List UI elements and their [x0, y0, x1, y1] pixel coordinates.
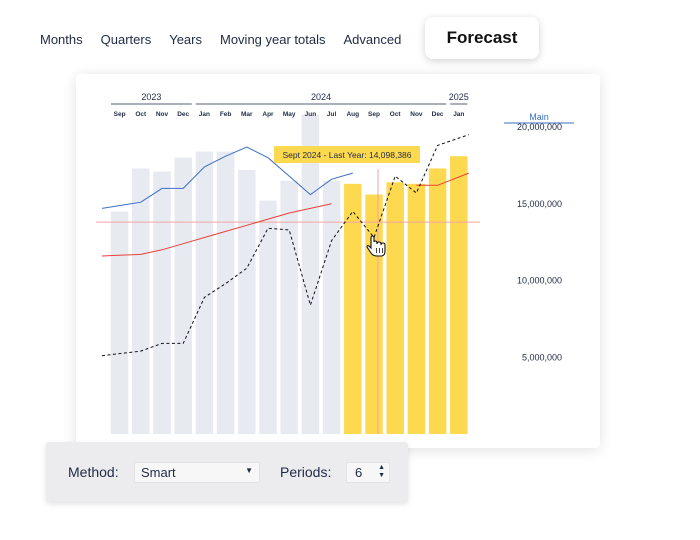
- periods-label: Periods:: [280, 464, 332, 480]
- month-label: Sep: [114, 111, 126, 118]
- actual-bar: [259, 200, 277, 434]
- series-line: [101, 146, 353, 209]
- ytick-label: 5,000,000: [522, 352, 562, 362]
- ytick-label: 15,000,000: [517, 199, 562, 209]
- actual-bar: [322, 180, 341, 434]
- periods-stepper[interactable]: 6 ▲ ▼: [346, 462, 390, 483]
- actual-bar: [174, 157, 192, 434]
- actual-bar: [110, 211, 129, 434]
- actual-bar: [301, 114, 320, 434]
- month-label: May: [283, 111, 296, 118]
- method-select[interactable]: Smart ▼: [134, 462, 260, 483]
- forecast-bar: [450, 156, 468, 434]
- periods-value: 6: [355, 465, 363, 480]
- month-label: Nov: [410, 111, 423, 118]
- actual-bar: [280, 180, 298, 434]
- month-label: Nov: [156, 111, 169, 118]
- actual-bar: [153, 171, 171, 434]
- month-label: Jan: [453, 111, 464, 118]
- tab-advanced[interactable]: Advanced: [343, 31, 402, 47]
- actual-bar: [132, 168, 150, 434]
- year-label: 2024: [311, 92, 331, 102]
- ytick-label: 20,000,000: [517, 122, 562, 132]
- period-tabs: Months Quarters Years Moving year totals Adv…: [40, 20, 419, 58]
- stepper-arrows-icon[interactable]: ▲ ▼: [378, 464, 385, 479]
- series-line: [101, 172, 469, 257]
- month-label: Jul: [327, 111, 337, 118]
- month-label: Jan: [199, 111, 210, 118]
- month-label: Dec: [432, 111, 444, 118]
- forecast-bar: [344, 183, 362, 434]
- month-label: Oct: [390, 111, 402, 118]
- forecast-bar: [386, 182, 404, 434]
- month-label: Feb: [220, 111, 232, 118]
- ytick-label: 10,000,000: [517, 276, 562, 286]
- tab-forecast[interactable]: Forecast: [425, 17, 539, 59]
- tooltip-text: Sept 2024 - Last Year: 14,098,386: [282, 150, 411, 160]
- chart-card: Sep Oct Nov Dec Jan Feb Mar Apr May Jun Jul Aug Sep O…: [76, 74, 600, 448]
- actual-bar: [238, 170, 256, 434]
- tooltip-box: [274, 146, 420, 163]
- forecast-bar: [428, 168, 447, 434]
- series-line: [101, 134, 469, 357]
- month-label: Sep: [368, 111, 380, 118]
- axis-title: Main: [529, 112, 549, 122]
- year-label: 2023: [141, 92, 161, 102]
- month-label: Jun: [305, 111, 317, 118]
- tab-months[interactable]: Months: [40, 31, 83, 47]
- month-label: Apr: [262, 111, 274, 118]
- forecast-bar: [407, 183, 426, 434]
- month-label: Aug: [346, 111, 359, 118]
- month-label: Oct: [135, 111, 147, 118]
- forecast-chart: Sep Oct Nov Dec Jan Feb Mar Apr May Jun Jul Aug Sep O…: [96, 92, 574, 434]
- method-value: Smart: [141, 465, 176, 480]
- tab-moving-year-totals[interactable]: Moving year totals: [220, 31, 326, 47]
- actual-bar: [216, 151, 235, 434]
- method-panel: Method: Smart ▼ Periods: 6 ▲ ▼: [46, 442, 408, 502]
- year-label: 2025: [449, 92, 469, 102]
- hand-cursor-icon: [366, 235, 386, 257]
- actual-bar: [195, 151, 214, 434]
- tab-quarters[interactable]: Quarters: [100, 31, 152, 47]
- month-label: Mar: [241, 111, 253, 118]
- chevron-down-icon: ▼: [245, 466, 253, 475]
- method-label: Method:: [68, 464, 119, 480]
- month-label: Dec: [177, 111, 189, 118]
- tab-years[interactable]: Years: [169, 31, 202, 47]
